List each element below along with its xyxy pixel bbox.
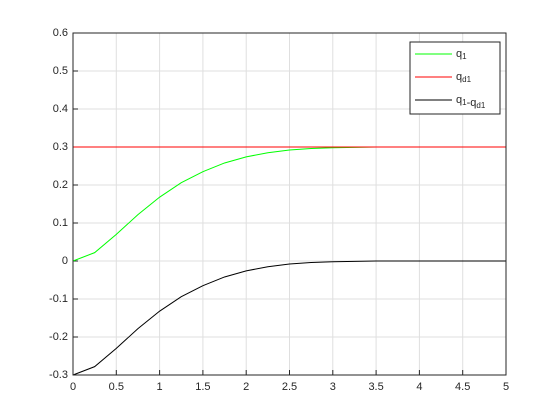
y-tick-label: 0.3 — [53, 141, 68, 153]
x-tick-label: 3.5 — [368, 381, 383, 393]
y-tick-label: -0.1 — [49, 293, 68, 305]
y-tick-label: 0.5 — [53, 65, 68, 77]
x-tick-label: 4 — [416, 381, 422, 393]
legend-label: q1-qd1 — [456, 94, 486, 110]
y-tick-label: 0 — [62, 255, 68, 267]
series-line — [72, 260, 506, 376]
x-tick-label: 0.5 — [109, 381, 124, 393]
x-tick-label: 1.5 — [195, 381, 210, 393]
y-tick-label: -0.3 — [49, 369, 68, 381]
y-tick-label: 0.4 — [53, 103, 68, 115]
legend-box — [409, 41, 501, 115]
x-tick-label: 4.5 — [455, 381, 470, 393]
x-tick-label: 2 — [243, 381, 249, 393]
x-tick-label: 5 — [503, 381, 509, 393]
axes-box — [72, 32, 507, 376]
y-tick-label: -0.2 — [49, 331, 68, 343]
x-tick-label: 1 — [157, 381, 163, 393]
x-tick-label: 3 — [330, 381, 336, 393]
y-tick-label: 0.6 — [53, 27, 68, 39]
legend-label: qd1 — [456, 71, 472, 84]
legend-label: q1 — [456, 48, 467, 61]
x-tick-label: 0 — [70, 381, 76, 393]
x-tick-label: 2.5 — [282, 381, 297, 393]
y-tick-label: 0.2 — [53, 179, 68, 191]
y-tick-label: 0.1 — [53, 217, 68, 229]
